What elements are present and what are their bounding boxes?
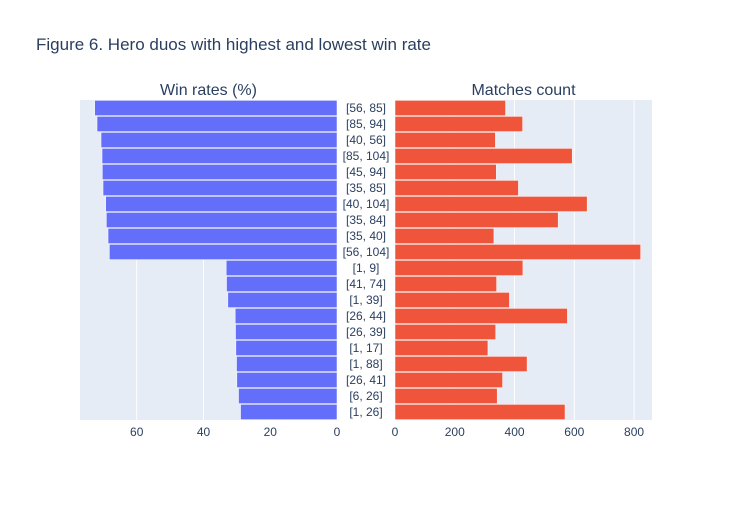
category-label-5: [45, 94] (346, 165, 386, 179)
bar-2-16 (394, 340, 489, 356)
bar-2-20 (394, 404, 566, 420)
bar-2-15 (394, 324, 496, 340)
bar-2-17 (394, 356, 528, 372)
bar-2-2 (394, 116, 523, 132)
x-tick-label-2-400: 400 (505, 425, 525, 439)
bar-1-11 (225, 260, 338, 276)
bar-1-3 (100, 132, 338, 148)
category-label-15: [26, 39] (346, 325, 386, 339)
category-label-16: [1, 17] (349, 341, 382, 355)
category-label-6: [35, 85] (346, 181, 386, 195)
bar-2-12 (394, 276, 497, 292)
x-tick-label-1-40: 40 (197, 425, 211, 439)
bar-1-20 (240, 404, 338, 420)
x-tick-label-2-0: 0 (392, 425, 399, 439)
category-label-7: [40, 104] (343, 197, 390, 211)
category-label-3: [40, 56] (346, 133, 386, 147)
bar-1-14 (234, 308, 338, 324)
bar-2-7 (394, 196, 588, 212)
category-label-14: [26, 44] (346, 309, 386, 323)
bar-1-6 (102, 180, 338, 196)
x-tick-label-1-20: 20 (264, 425, 278, 439)
category-label-1: [56, 85] (346, 101, 386, 115)
category-label-9: [35, 40] (346, 229, 386, 243)
bar-2-6 (394, 180, 519, 196)
bar-2-8 (394, 212, 559, 228)
bar-1-15 (235, 324, 338, 340)
category-label-11: [1, 9] (353, 261, 380, 275)
bar-1-9 (107, 228, 338, 244)
subplot-title-2: Matches count (471, 82, 576, 99)
bar-2-19 (394, 388, 498, 404)
bar-1-1 (94, 100, 338, 116)
bar-2-10 (394, 244, 641, 260)
bar-2-5 (394, 164, 497, 180)
bar-2-4 (394, 148, 573, 164)
category-label-2: [85, 94] (346, 117, 386, 131)
category-label-4: [85, 104] (343, 149, 390, 163)
plot-area-2 (395, 100, 652, 420)
category-label-20: [1, 26] (349, 405, 382, 419)
bar-2-1 (394, 100, 506, 116)
bar-1-16 (235, 340, 338, 356)
x-tick-label-2-200: 200 (445, 425, 465, 439)
x-tick-label-1-0: 0 (334, 425, 341, 439)
category-label-13: [1, 39] (349, 293, 382, 307)
category-label-17: [1, 88] (349, 357, 382, 371)
category-label-19: [6, 26] (349, 389, 382, 403)
bar-1-2 (96, 116, 338, 132)
bar-1-10 (109, 244, 338, 260)
bar-2-14 (394, 308, 568, 324)
bar-1-4 (101, 148, 338, 164)
bar-2-11 (394, 260, 524, 276)
bar-1-12 (226, 276, 338, 292)
bar-2-13 (394, 292, 510, 308)
category-label-18: [26, 41] (346, 373, 386, 387)
plot-area-1 (80, 100, 337, 420)
bar-1-5 (102, 164, 338, 180)
bar-2-9 (394, 228, 495, 244)
bar-1-17 (236, 356, 338, 372)
subplot-title-1: Win rates (%) (160, 82, 257, 99)
bar-1-19 (238, 388, 338, 404)
category-label-12: [41, 74] (346, 277, 386, 291)
x-tick-label-2-600: 600 (564, 425, 584, 439)
bar-1-8 (106, 212, 338, 228)
bar-1-18 (236, 372, 338, 388)
bar-2-18 (394, 372, 503, 388)
x-tick-label-2-800: 800 (624, 425, 644, 439)
chart-title: Figure 6. Hero duos with highest and low… (36, 35, 431, 54)
bar-2-3 (394, 132, 496, 148)
x-tick-label-1-60: 60 (130, 425, 144, 439)
category-label-8: [35, 84] (346, 213, 386, 227)
bar-1-13 (227, 292, 338, 308)
bar-1-7 (105, 196, 338, 212)
category-label-10: [56, 104] (343, 245, 390, 259)
